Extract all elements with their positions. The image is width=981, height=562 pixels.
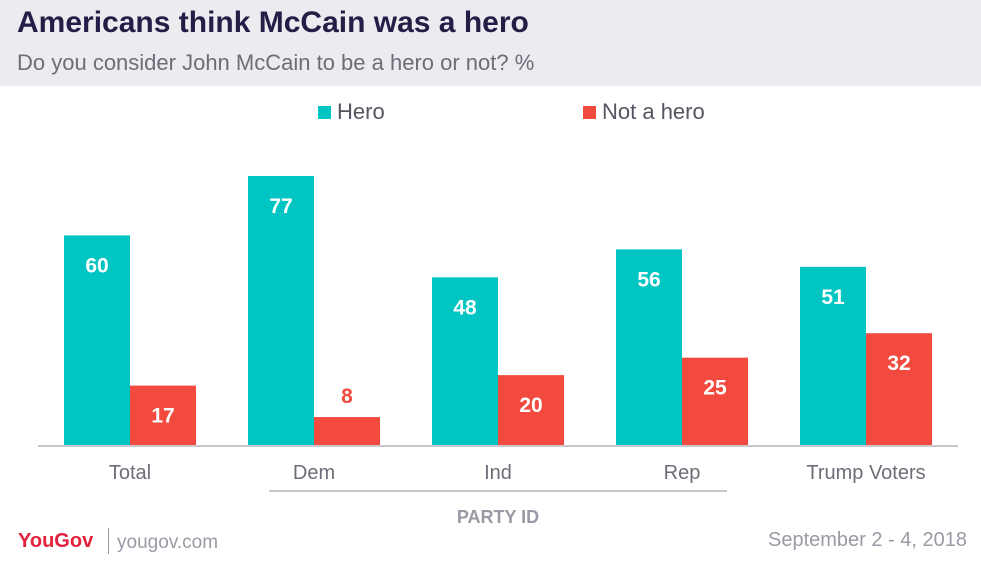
- data-label-hero-ind: 48: [453, 296, 477, 319]
- x-tick-label-ind: Ind: [484, 462, 512, 484]
- bar-not-a-hero-trump-voters: [866, 333, 932, 445]
- x-tick-label-rep: Rep: [664, 462, 701, 484]
- data-label-hero-total: 60: [85, 254, 108, 277]
- data-label-not-a-hero-trump-voters: 32: [887, 352, 910, 375]
- bar-not-a-hero-rep: [682, 357, 748, 445]
- legend-not-a-hero-label: Not a hero: [602, 99, 705, 124]
- bar-hero-ind: [432, 277, 498, 445]
- legend-hero: Hero: [318, 99, 385, 124]
- data-label-not-a-hero-total: 17: [151, 405, 174, 428]
- bar-not-a-hero-dem: [314, 417, 380, 445]
- x-tick-label-total: Total: [109, 462, 151, 484]
- footer-divider: [108, 528, 109, 554]
- bar-hero-total: [64, 235, 130, 445]
- x-tick-label-trump-voters: Trump Voters: [806, 462, 925, 484]
- x-tick-label-dem: Dem: [293, 462, 335, 484]
- legend-hero-swatch: [318, 105, 331, 119]
- data-label-not-a-hero-ind: 20: [519, 394, 542, 417]
- bar-hero-dem: [248, 176, 314, 445]
- data-label-not-a-hero-dem: 8: [341, 385, 353, 408]
- legend-not-a-hero-swatch: [583, 105, 596, 119]
- chart-subtitle: Do you consider John McCain to be a hero…: [17, 50, 535, 75]
- bar-not-a-hero-total: [130, 385, 196, 445]
- yougov-logo: YouGov: [18, 530, 94, 552]
- chart-header: Americans think McCain was a hero Do you…: [0, 0, 981, 86]
- bar-not-a-hero-ind: [498, 375, 564, 445]
- data-label-hero-trump-voters: 51: [821, 286, 845, 309]
- bar-hero-rep: [616, 249, 682, 445]
- data-label-hero-dem: 77: [269, 195, 292, 218]
- data-label-not-a-hero-rep: 25: [703, 377, 727, 400]
- legend-not-a-hero: Not a hero: [583, 99, 705, 124]
- footer-site: yougov.com: [117, 532, 219, 553]
- chart-title: Americans think McCain was a hero: [17, 6, 529, 39]
- bar-hero-trump-voters: [800, 266, 866, 445]
- survey-date: September 2 - 4, 2018: [767, 529, 967, 551]
- legend-hero-label: Hero: [337, 99, 385, 124]
- party-id-group-label: PARTY ID: [457, 507, 539, 527]
- data-label-hero-rep: 56: [637, 268, 660, 291]
